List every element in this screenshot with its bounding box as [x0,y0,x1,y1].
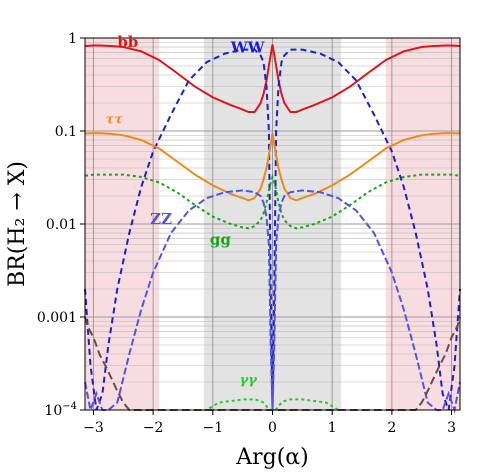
x-tick-label: 3 [447,420,456,436]
x-axis-title: Arg(α) [235,445,309,470]
series-label-ZZ: ZZ [150,210,172,228]
x-tick-label: −2 [143,420,164,436]
series-line-bb [84,44,461,113]
y-tick-label: 0.001 [37,310,77,326]
y-axis-title: BR(H₂ → X) [5,161,30,287]
series-label-γγ: γγ [240,373,259,388]
x-tick-label: 2 [387,420,396,436]
x-tick-label: 0 [268,420,277,436]
series-line-γγ [203,398,342,411]
series-line-ττ [84,132,461,202]
x-tick-label: 1 [328,420,337,436]
x-tick-label: −3 [83,420,104,436]
y-tick-label: 0.1 [55,124,77,140]
y-tick-label: 0.01 [46,217,77,233]
y-tick-label: 1 [68,31,77,47]
series-labels: bb WW ττ ZZ gg γγ [105,33,265,388]
series-label-bb: bb [117,33,138,51]
series-line-gg [84,173,461,230]
axis-ticks: −3 −2 −1 0 1 2 3 1 0.1 0.01 0.001 10−4 [37,31,456,436]
series-label-gg: gg [210,231,231,249]
series-label-ττ: ττ [105,113,123,128]
series-label-WW: WW [230,38,266,56]
x-tick-label: −1 [202,420,223,436]
series-line-WW [84,48,461,411]
y-tick-label: 10−4 [44,401,77,419]
